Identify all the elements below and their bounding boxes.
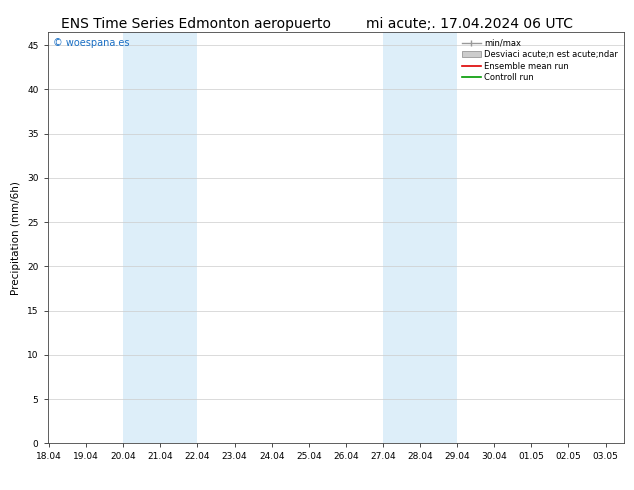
Bar	[123, 32, 197, 443]
Y-axis label: Precipitation (mm/6h): Precipitation (mm/6h)	[11, 181, 22, 294]
Text: ENS Time Series Edmonton aeropuerto        mi acute;. 17.04.2024 06 UTC: ENS Time Series Edmonton aeropuerto mi a…	[61, 17, 573, 31]
Text: © woespana.es: © woespana.es	[53, 38, 130, 48]
Bar	[383, 32, 457, 443]
Legend: min/max, Desviaci acute;n est acute;ndar, Ensemble mean run, Controll run: min/max, Desviaci acute;n est acute;ndar…	[460, 36, 620, 84]
